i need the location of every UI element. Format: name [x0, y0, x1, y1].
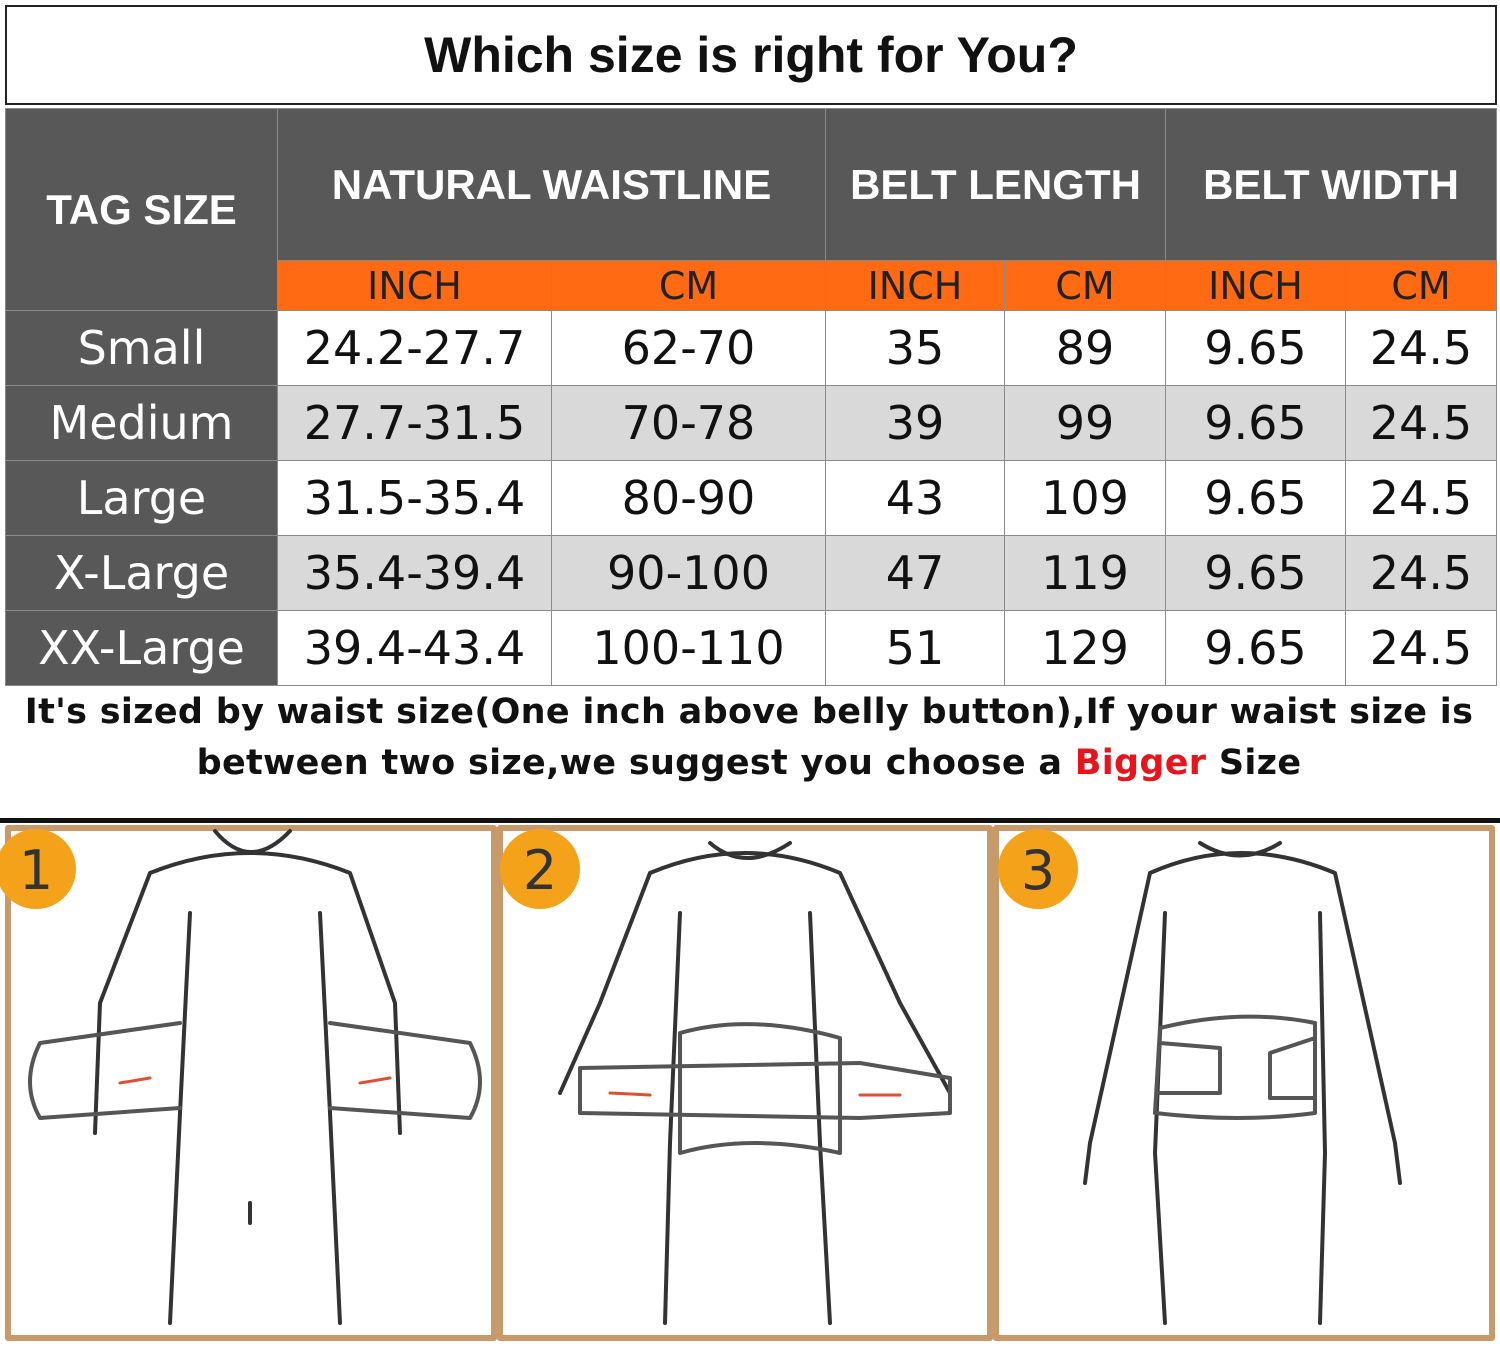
unit-header: INCH [825, 260, 1005, 311]
size-row: X-Large 35.4-39.4 90-100 47 119 9.65 24.5 [5, 535, 1497, 611]
value-cell: 109 [1004, 460, 1166, 536]
size-cell: XX-Large [5, 610, 278, 686]
value-cell: 70-78 [551, 385, 826, 461]
step-number: 2 [523, 839, 557, 902]
unit-header: CM [1345, 260, 1497, 311]
value-cell: 39.4-43.4 [277, 610, 552, 686]
note-text: It's sized by waist size(One inch above … [24, 692, 1474, 783]
value-cell: 129 [1004, 610, 1166, 686]
illustrations: 1 2 3 [0, 825, 1495, 1341]
unit-header: INCH [277, 260, 552, 311]
note: It's sized by waist size(One inch above … [5, 687, 1493, 809]
value-cell: 35 [825, 310, 1005, 386]
value-cell: 24.5 [1345, 310, 1497, 386]
value-cell: 47 [825, 535, 1005, 611]
panel-1 [5, 825, 497, 1341]
value-cell: 24.5 [1345, 610, 1497, 686]
unit-header: CM [551, 260, 826, 311]
value-cell: 80-90 [551, 460, 826, 536]
value-cell: 24.5 [1345, 535, 1497, 611]
value-cell: 35.4-39.4 [277, 535, 552, 611]
unit-header: CM [1004, 260, 1166, 311]
value-cell: 119 [1004, 535, 1166, 611]
corner-header: TAG SIZE [5, 108, 278, 311]
value-cell: 100-110 [551, 610, 826, 686]
panel-2 [497, 825, 993, 1341]
value-cell: 43 [825, 460, 1005, 536]
value-cell: 39 [825, 385, 1005, 461]
unit-row: INCH CM INCH CM INCH CM [6, 260, 1497, 311]
size-table: TAG SIZE NATURAL WAISTLINE BELT LENGTH BELT… [5, 108, 1497, 686]
panel-3 [993, 825, 1495, 1341]
group-header: BELT LENGTH [825, 108, 1166, 261]
divider [0, 818, 1500, 823]
size-cell: X-Large [5, 535, 278, 611]
size-row: Small 24.2-27.7 62-70 35 89 9.65 24.5 [5, 310, 1497, 386]
value-cell: 62-70 [551, 310, 826, 386]
size-cell: Medium [5, 385, 278, 461]
group-header: BELT WIDTH [1165, 108, 1497, 261]
value-cell: 24.2-27.7 [277, 310, 552, 386]
value-cell: 51 [825, 610, 1005, 686]
size-row: Large 31.5-35.4 80-90 43 109 9.65 24.5 [5, 460, 1497, 536]
step-number: 1 [19, 839, 53, 902]
group-header: NATURAL WAISTLINE [277, 108, 826, 261]
step-badge [500, 829, 580, 909]
step-badge [0, 829, 76, 909]
value-cell: 24.5 [1345, 460, 1497, 536]
value-cell: 89 [1004, 310, 1166, 386]
step-badge [998, 829, 1078, 909]
size-cell: Large [5, 460, 278, 536]
value-cell: 31.5-35.4 [277, 460, 552, 536]
size-row: Medium 27.7-31.5 70-78 39 99 9.65 24.5 [5, 385, 1497, 461]
size-cell: Small [5, 310, 278, 386]
step-number: 3 [1021, 839, 1055, 902]
note-text: Size [1218, 743, 1302, 783]
note-highlight: Bigger [1074, 743, 1207, 783]
value-cell: 9.65 [1165, 385, 1346, 461]
value-cell: 90-100 [551, 535, 826, 611]
unit-header: INCH [1165, 260, 1346, 311]
value-cell: 24.5 [1345, 385, 1497, 461]
value-cell: 9.65 [1165, 610, 1346, 686]
size-row: XX-Large 39.4-43.4 100-110 51 129 9.65 24.5 [5, 610, 1497, 686]
header-row: TAG SIZE NATURAL WAISTLINE BELT LENGTH BELT… [5, 108, 1497, 311]
value-cell: 27.7-31.5 [277, 385, 552, 461]
value-cell: 9.65 [1165, 460, 1346, 536]
value-cell: 9.65 [1165, 535, 1346, 611]
value-cell: 9.65 [1165, 310, 1346, 386]
title: Which size is right for You? [5, 5, 1497, 105]
value-cell: 99 [1004, 385, 1166, 461]
